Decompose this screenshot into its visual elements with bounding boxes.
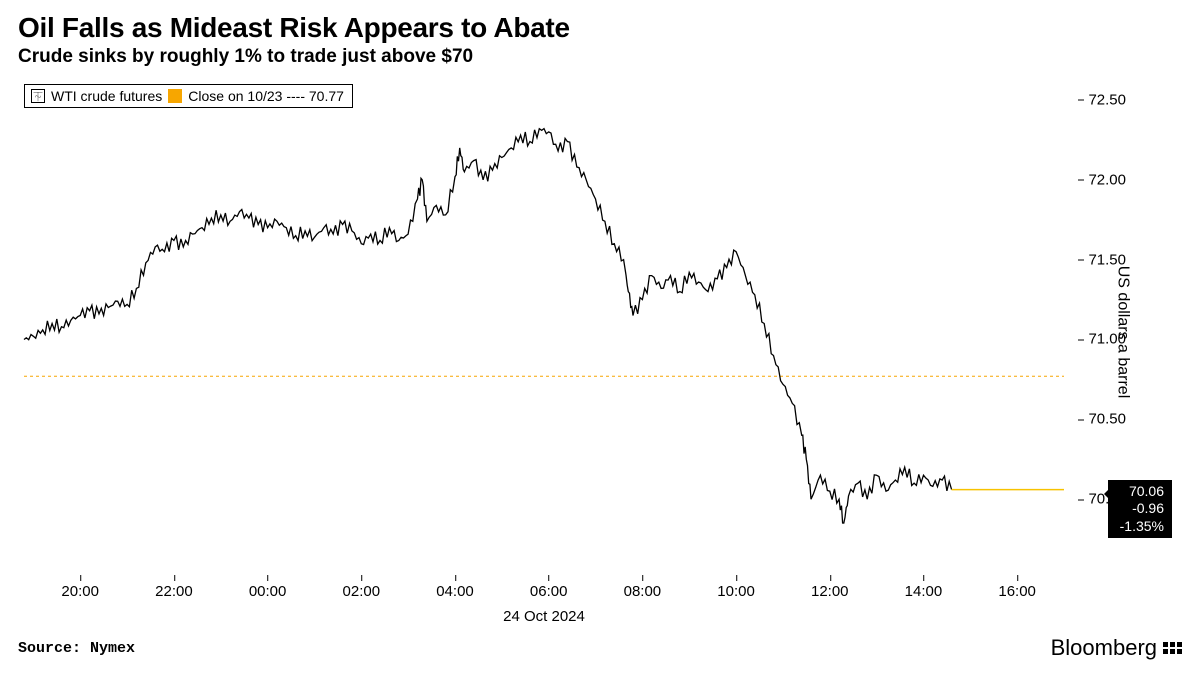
- chart-header: Oil Falls as Mideast Risk Appears to Aba…: [0, 0, 1200, 72]
- x-tick-label: 10:00: [717, 583, 755, 600]
- x-axis-ticks: 20:00 22:00 00:00 02:00 04:00 06:00 08:00 10:00…: [24, 583, 1064, 603]
- x-tick-label: 12:00: [811, 583, 849, 600]
- x-tick-label: 06:00: [530, 583, 568, 600]
- callout-pct: -1.35%: [1116, 518, 1164, 536]
- chart-svg: [24, 84, 1064, 579]
- x-tick-label: 08:00: [624, 583, 662, 600]
- x-tick-label: 22:00: [155, 583, 193, 600]
- brand-glyph-icon: [1163, 642, 1182, 654]
- callout-last: 70.06: [1116, 483, 1164, 501]
- x-tick-label: 04:00: [436, 583, 474, 600]
- legend-series-label: WTI crude futures: [51, 88, 162, 104]
- y-tick-label: 72.50: [1088, 91, 1126, 108]
- brand-text: Bloomberg: [1051, 635, 1157, 661]
- callout-change: -0.96: [1116, 500, 1164, 518]
- chart-source: Source: Nymex: [18, 640, 135, 657]
- price-callout: 70.06 -0.96 -1.35%: [1108, 480, 1172, 539]
- chart-title: Oil Falls as Mideast Risk Appears to Aba…: [18, 12, 1182, 44]
- chart-plot-area: 70.0070.5071.0071.5072.0072.50 US dollar…: [24, 84, 1064, 579]
- x-tick-label: 02:00: [343, 583, 381, 600]
- x-axis-date: 24 Oct 2024: [503, 608, 585, 625]
- x-tick-label: 20:00: [61, 583, 99, 600]
- brand-logo: Bloomberg: [1051, 635, 1182, 661]
- legend-close-label: Close on 10/23 ---- 70.77: [188, 88, 344, 104]
- x-tick-label: 00:00: [249, 583, 287, 600]
- y-axis-label: US dollars a barrel: [1113, 265, 1131, 398]
- x-tick-label: 14:00: [905, 583, 943, 600]
- legend-series-swatch: ⏇: [31, 89, 45, 103]
- legend-close-swatch: [168, 89, 182, 103]
- chart-subtitle: Crude sinks by roughly 1% to trade just …: [18, 46, 1182, 68]
- y-tick-label: 70.50: [1088, 411, 1126, 428]
- x-tick-label: 16:00: [998, 583, 1036, 600]
- y-tick-label: 72.00: [1088, 171, 1126, 188]
- chart-legend: ⏇ WTI crude futures Close on 10/23 ---- …: [24, 84, 353, 108]
